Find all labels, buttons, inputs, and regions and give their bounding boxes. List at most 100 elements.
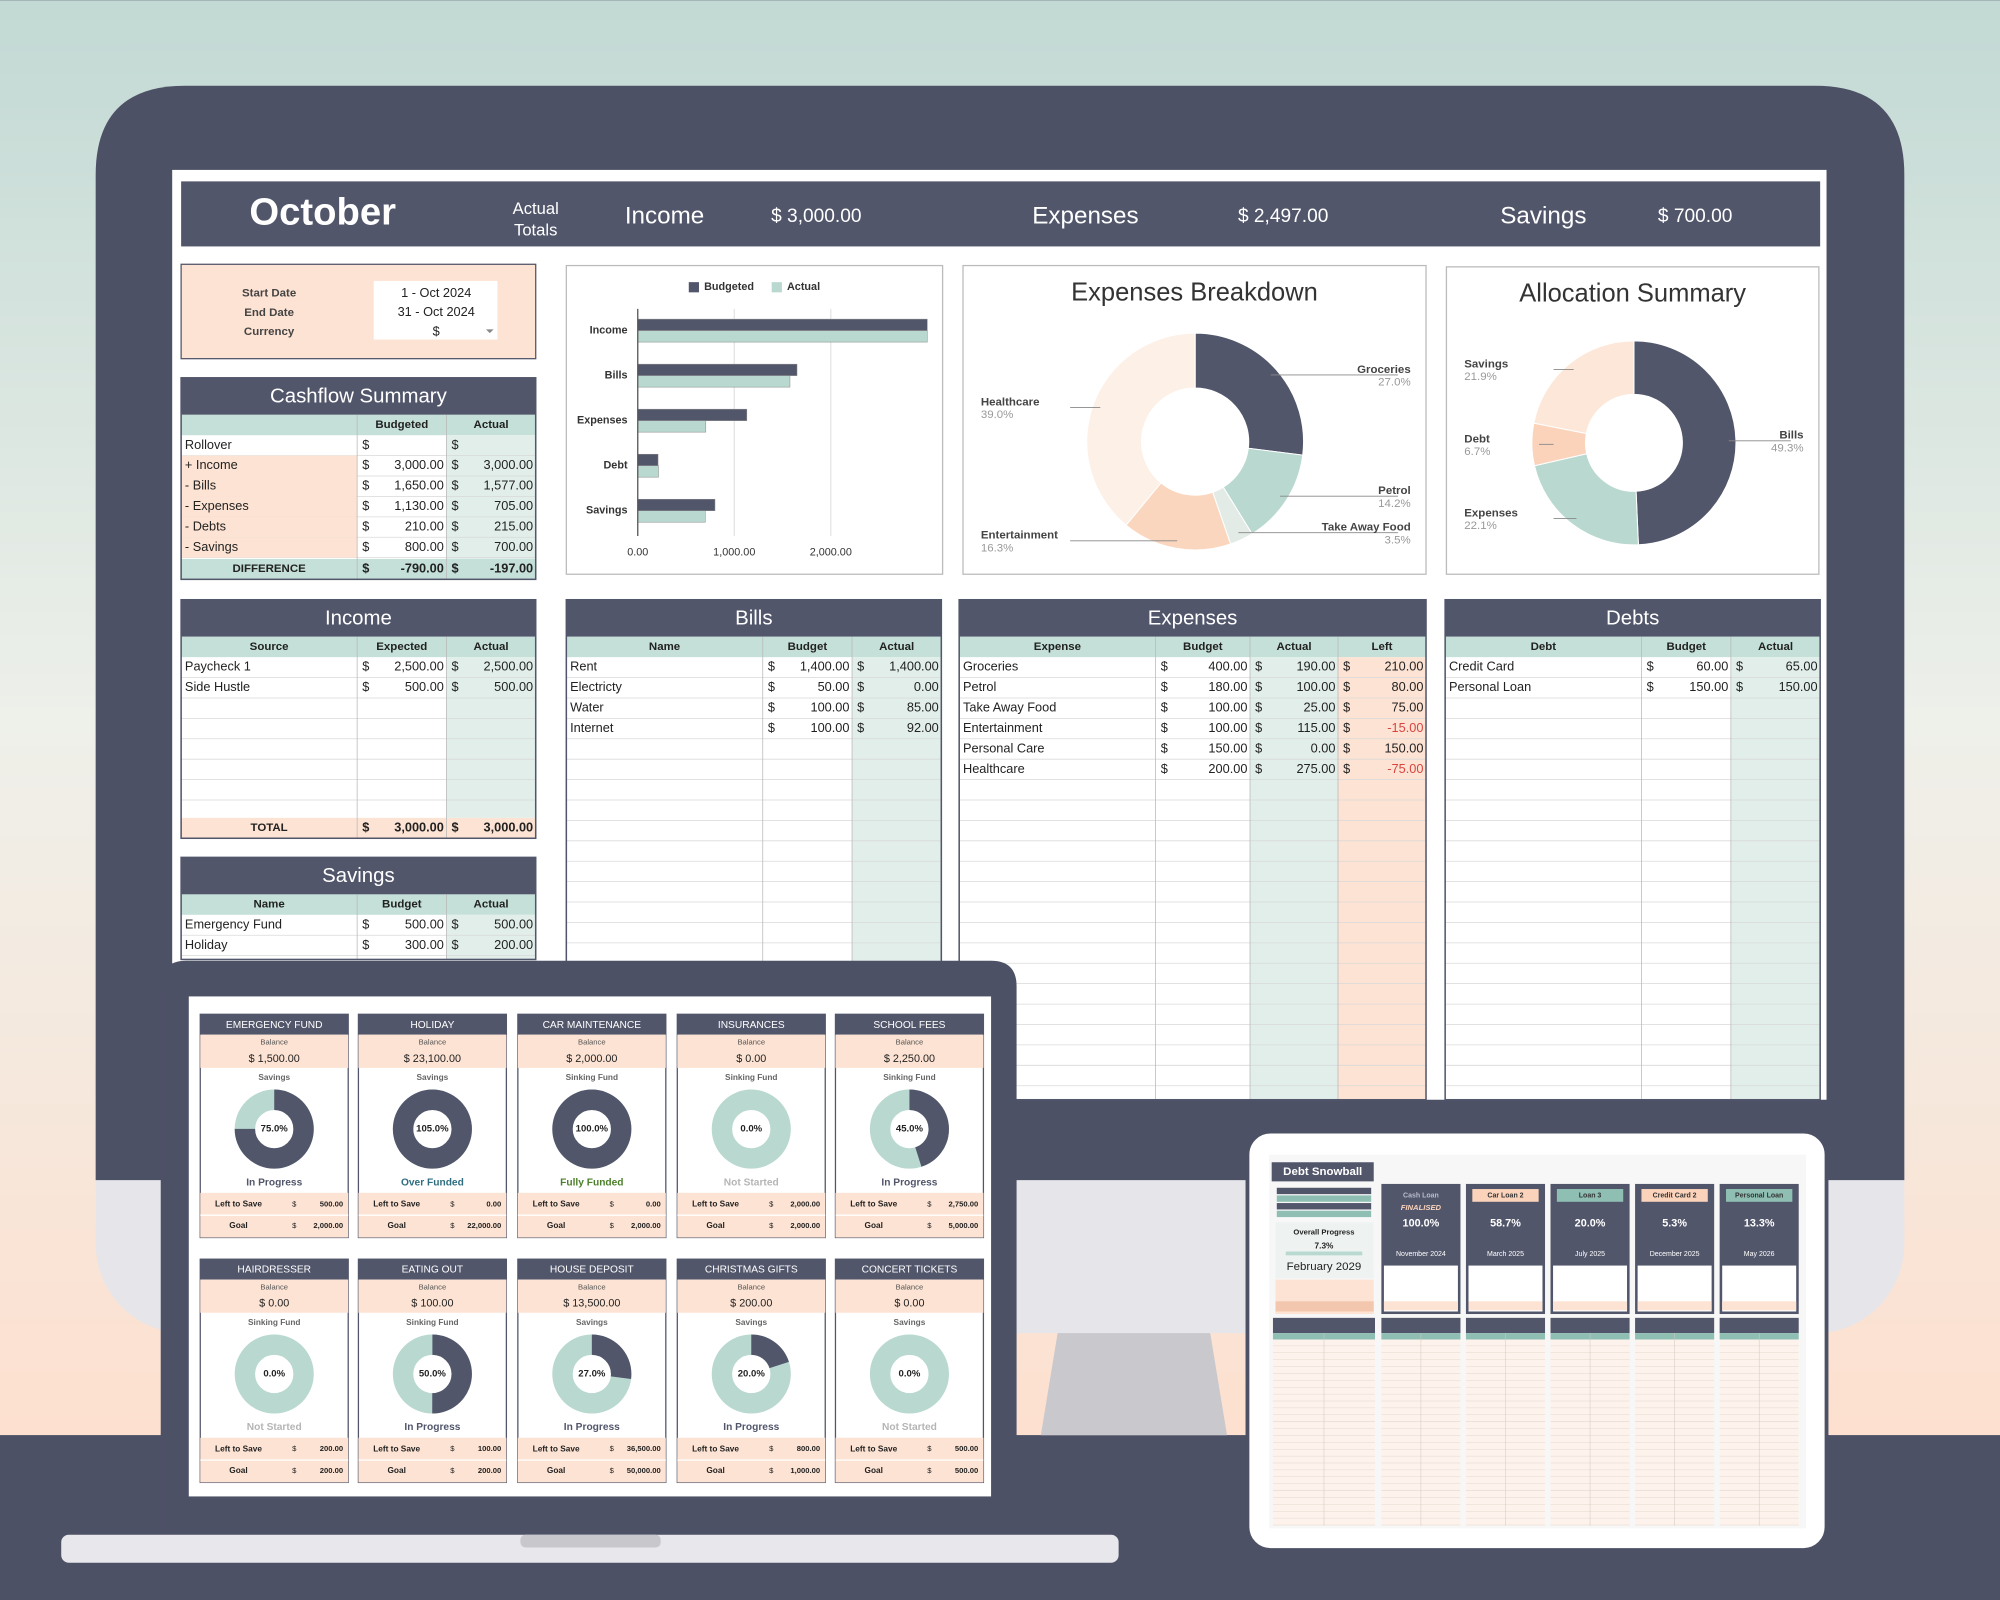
currency-sign: $ xyxy=(610,1444,615,1453)
cell-value: 200.00 xyxy=(1208,761,1247,776)
table-title-bar xyxy=(566,599,942,637)
fund-name: CAR MAINTENANCE xyxy=(543,1020,642,1031)
row-label: Emergency Fund xyxy=(185,916,282,931)
table-title: Cashflow Summary xyxy=(270,385,448,407)
footer-value: 200.00 xyxy=(320,1444,343,1453)
row-label: Take Away Food xyxy=(963,700,1056,715)
row-label: Entertainment xyxy=(963,720,1043,735)
fund-name: EMERGENCY FUND xyxy=(226,1020,323,1031)
fund-kind: Savings xyxy=(258,1072,290,1082)
progress-arc xyxy=(711,1334,791,1414)
currency-sign: $ xyxy=(1736,659,1743,674)
currency-sign: $ xyxy=(1343,700,1350,715)
donut-slice xyxy=(1533,340,1635,435)
bar xyxy=(637,375,791,388)
progress-label: 105.0% xyxy=(416,1124,449,1135)
row-label: Rollover xyxy=(185,437,233,452)
fund-balance: $ 0.00 xyxy=(259,1298,289,1310)
cell-value: 210.00 xyxy=(405,518,444,533)
setting-label: Start Date xyxy=(242,288,296,300)
fund-name: HOUSE DEPOSIT xyxy=(550,1265,634,1276)
loan-date: December 2025 xyxy=(1650,1251,1700,1258)
footer-label: Left to Save xyxy=(533,1443,580,1453)
input-row xyxy=(1276,1210,1372,1218)
progress-label: 75.0% xyxy=(261,1124,289,1135)
fund-kind: Sinking Fund xyxy=(725,1072,777,1082)
currency-sign: $ xyxy=(452,457,459,472)
loan-percent: 100.0% xyxy=(1403,1217,1440,1229)
slice-value: 14.2% xyxy=(1378,498,1411,510)
cell-value: -790.00 xyxy=(401,561,444,576)
cell-value: 100.00 xyxy=(1208,700,1247,715)
cell-value: -15.00 xyxy=(1387,720,1423,735)
total-value: $ 700.00 xyxy=(1658,206,1732,227)
dashboard: October Actual Totals Income $ 3,000.00 Expen… xyxy=(180,191,1821,1101)
cell-value: 150.00 xyxy=(1208,740,1247,755)
laptop-base xyxy=(61,1534,1119,1563)
footer-label: Left to Save xyxy=(215,1443,262,1453)
fund-balance: $ 0.00 xyxy=(736,1053,766,1065)
x-tick-label: 0.00 xyxy=(627,546,648,558)
fund-status: Over Funded xyxy=(401,1177,464,1188)
setting-value: $ xyxy=(433,323,440,338)
loan-percent: 5.3% xyxy=(1662,1217,1687,1229)
slice-label: Debt xyxy=(1464,433,1490,445)
fund-balance: $ 200.00 xyxy=(730,1298,772,1310)
progress-arc xyxy=(552,1089,632,1169)
fund-balance-box xyxy=(835,1034,984,1068)
bar xyxy=(637,330,928,343)
footer-value: 2,000.00 xyxy=(790,1221,820,1230)
balance-label: Balance xyxy=(737,1037,765,1046)
legend-label: Actual xyxy=(787,281,820,293)
cell-value: 2,500.00 xyxy=(484,659,534,674)
currency-sign: $ xyxy=(292,1221,297,1230)
table-border xyxy=(180,598,537,840)
currency-sign: $ xyxy=(362,437,369,452)
currency-sign: $ xyxy=(1255,761,1262,776)
category-label: Expenses xyxy=(577,415,628,427)
total-label: DIFFERENCE xyxy=(232,563,306,575)
currency-sign: $ xyxy=(450,1221,455,1230)
fund-balance-box xyxy=(517,1034,666,1068)
cell-value: 1,400.00 xyxy=(889,659,939,674)
currency-sign: $ xyxy=(610,1199,615,1208)
cell-value: 85.00 xyxy=(907,700,939,715)
cell-value: 3,000.00 xyxy=(394,819,444,834)
table-border xyxy=(958,598,1427,1101)
currency-sign: $ xyxy=(1161,761,1168,776)
footer-value: 5,000.00 xyxy=(949,1221,979,1230)
cell-value: 0.00 xyxy=(1311,740,1336,755)
loan-date: March 2025 xyxy=(1487,1251,1524,1258)
bar xyxy=(637,498,716,511)
footer-value: 800.00 xyxy=(797,1444,820,1453)
setting-value: 1 - Oct 2024 xyxy=(401,285,471,300)
fund-balance: $ 2,000.00 xyxy=(566,1053,617,1065)
cell-value: 800.00 xyxy=(405,539,444,554)
currency-sign: $ xyxy=(362,561,369,576)
cell-value: 25.00 xyxy=(1304,700,1336,715)
balance-label: Balance xyxy=(896,1282,924,1291)
legend-label: Budgeted xyxy=(704,281,754,293)
column-fill xyxy=(1250,657,1339,1100)
bar xyxy=(637,510,706,523)
column-header: Actual xyxy=(474,419,509,431)
fund-header xyxy=(358,1014,507,1035)
header-caption: Totals xyxy=(514,220,557,239)
row-label: Water xyxy=(570,700,604,715)
balance-label: Balance xyxy=(419,1037,447,1046)
currency-sign: $ xyxy=(362,478,369,493)
loan-percent: 20.0% xyxy=(1575,1217,1606,1229)
footer-label: Goal xyxy=(229,1220,247,1230)
row-label: - Bills xyxy=(185,478,216,493)
footer-value: 36,500.00 xyxy=(627,1444,661,1453)
currency-sign: $ xyxy=(452,437,459,452)
progress-label: 0.0% xyxy=(740,1124,762,1135)
cell-value: 275.00 xyxy=(1296,761,1335,776)
column-fill xyxy=(446,914,536,960)
row-label: - Debts xyxy=(185,518,226,533)
loan-date: July 2025 xyxy=(1575,1251,1605,1258)
cell-value: 705.00 xyxy=(494,498,533,513)
column-fill xyxy=(446,657,536,818)
footer-label: Goal xyxy=(229,1465,247,1475)
